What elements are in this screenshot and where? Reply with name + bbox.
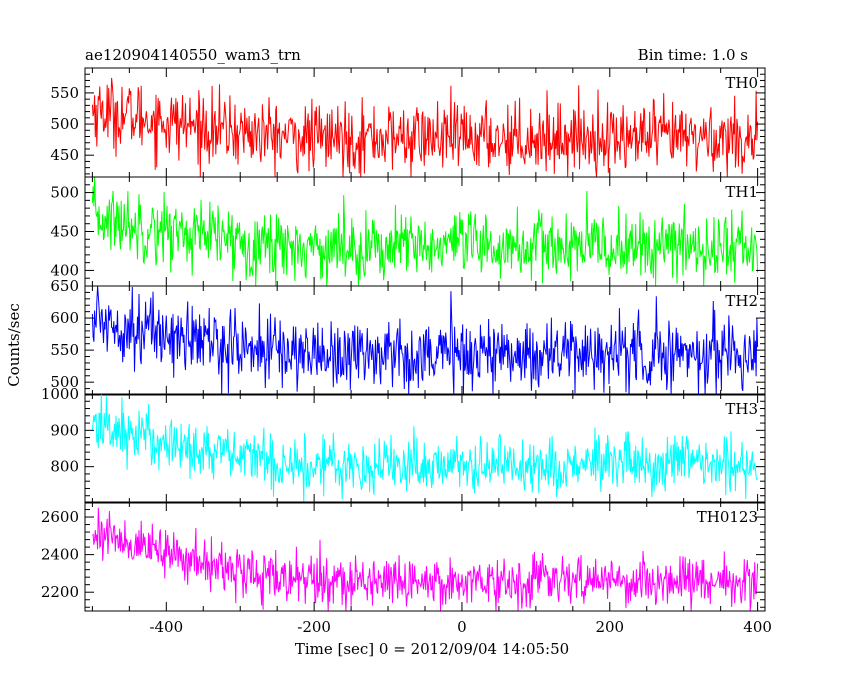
x-tick-label: -200 [297,618,331,636]
y-tick-label: 450 [50,146,79,164]
y-tick-label: 450 [50,223,79,241]
panel-frame-th2 [84,285,766,396]
y-tick-label: 500 [50,373,79,391]
panel-label-th0123: TH0123 [697,508,758,526]
y-axis-label: Counts/sec [5,303,23,387]
x-tick-label: 0 [457,618,467,636]
y-tick-label: 900 [50,421,79,439]
x-tick-label: 200 [595,618,624,636]
y-tick-label: 550 [50,341,79,359]
y-tick-label: 500 [50,184,79,202]
panel-label-th1: TH1 [725,183,758,201]
y-tick-label: 2600 [41,508,79,526]
y-tick-label: 650 [50,277,79,295]
x-tick-label: -400 [149,618,183,636]
panel-label-th3: TH3 [725,400,758,418]
y-tick-label: 2200 [41,583,79,601]
panel-label-th0: TH0 [725,74,758,92]
chart-title: ae120904140550_wam3_trn [85,46,301,64]
y-tick-label: 800 [50,458,79,476]
y-tick-label: 550 [50,84,79,102]
y-tick-label: 600 [50,309,79,327]
panels-group: 450 500 550 TH0 400 450 500 TH1 500 550 600 650 TH2 8… [41,67,772,636]
y-tick-label: 1000 [41,385,79,403]
series-line-th0 [91,77,759,178]
series-line-th0123 [92,507,759,612]
bin-time-label: Bin time: 1.0 s [638,46,748,64]
series-line-th1 [91,176,759,287]
y-tick-label: 2400 [41,546,79,564]
panel-label-th2: TH2 [725,292,758,310]
x-tick-label: 400 [743,618,772,636]
series-line-th3 [91,393,759,504]
y-tick-label: 400 [50,261,79,279]
y-tick-label: 500 [50,115,79,133]
x-axis-label: Time [sec] 0 = 2012/09/04 14:05:50 [295,640,569,658]
series-line-th2 [91,285,759,396]
